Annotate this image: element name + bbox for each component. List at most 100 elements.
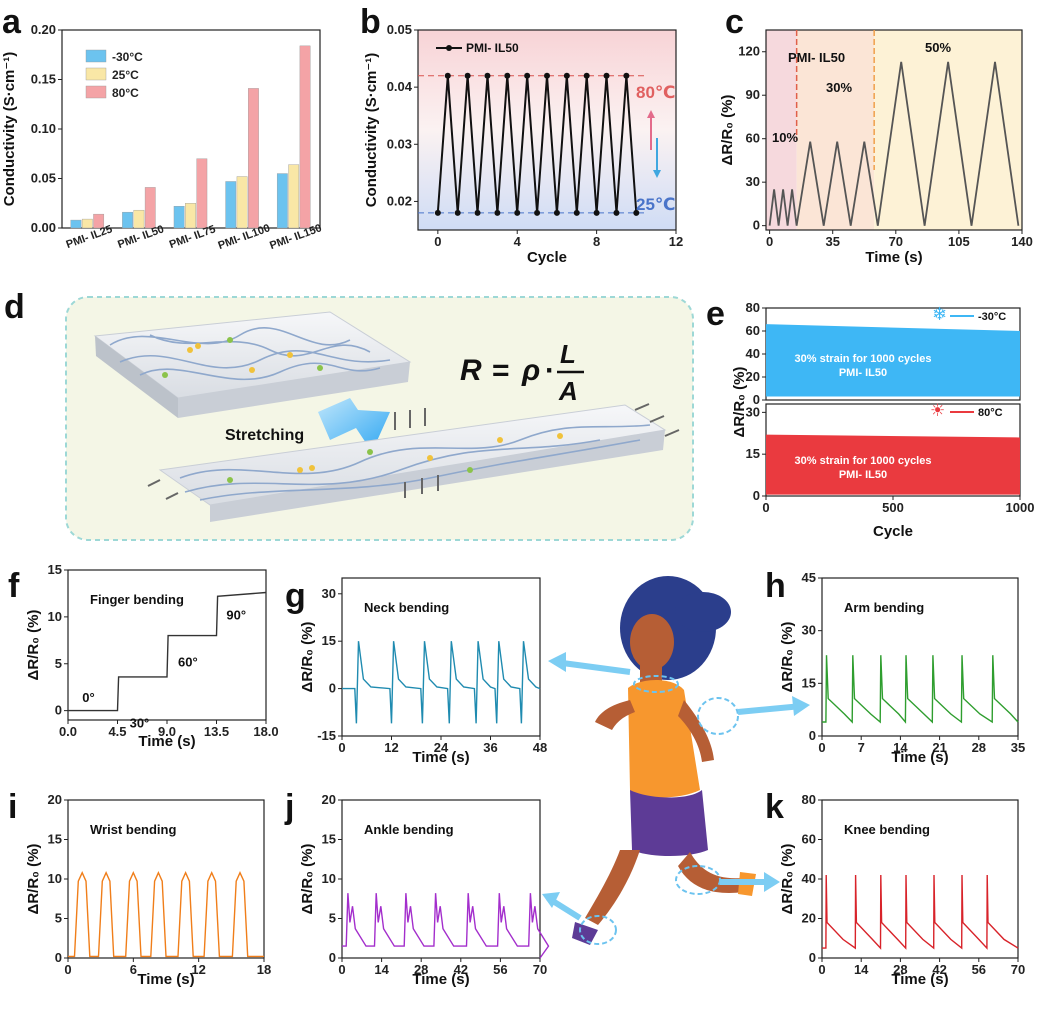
signal-line <box>342 893 550 959</box>
legend-swatch <box>85 85 107 99</box>
stretching-label: Stretching <box>225 427 304 444</box>
plot-background <box>418 30 676 230</box>
x-tick-label: 24 <box>434 740 449 755</box>
x-tick-label: 0 <box>818 962 825 977</box>
y-tick-label: 10 <box>322 871 336 886</box>
x-tick-label: 56 <box>493 962 507 977</box>
cyclic-response-band <box>766 434 1020 495</box>
x-axis-title: Time (s) <box>891 749 948 766</box>
x-tick-label: 0 <box>338 740 345 755</box>
cyclic-response-band <box>766 324 1020 397</box>
strain-region <box>874 30 1022 230</box>
band-text: PMI- IL50 <box>839 469 887 481</box>
panel-g-label: g <box>285 577 306 615</box>
bar--30°C-PMI- IL25 <box>70 219 82 229</box>
x-tick-label: 70 <box>889 234 903 249</box>
panel-i: i 0 5 10 15 20 0 6 12 18 Time (s) ΔR/R₀ (%) Wrist be… <box>8 788 271 988</box>
y-tick-label: -15 <box>317 728 336 743</box>
panel-title: Neck bending <box>364 600 449 615</box>
x-tick-label: 8 <box>593 234 600 249</box>
y-tick-label: 15 <box>746 446 760 461</box>
x-tick-label: 0 <box>762 500 769 515</box>
y-axis-title: ΔR/R₀ (%) <box>719 95 736 166</box>
data-point <box>514 209 521 216</box>
band-text: PMI- IL50 <box>839 367 887 379</box>
x-tick-label: 0 <box>434 234 441 249</box>
y-tick-label: 10 <box>48 609 62 624</box>
x-tick-label: 12 <box>669 234 683 249</box>
x-tick-label: 14 <box>854 962 869 977</box>
x-tick-label: 28 <box>893 962 907 977</box>
x-tick-label: 35 <box>1011 740 1025 755</box>
x-tick-label: 1000 <box>1006 500 1035 515</box>
y-axis-title: ΔR/R₀ (%) <box>25 844 42 915</box>
y-tick-label: 80 <box>746 300 760 315</box>
panel-e-label: e <box>706 295 725 333</box>
region-label: 50% <box>925 40 951 55</box>
x-tick-label: 7 <box>858 740 865 755</box>
x-tick-label: 9.0 <box>158 724 176 739</box>
x-tick-label: 14 <box>374 962 389 977</box>
unstretched-fiber <box>93 311 412 418</box>
legend-label: 80°C <box>978 407 1003 419</box>
y-tick-label: 0.00 <box>31 220 56 235</box>
y-tick-label: 40 <box>802 871 816 886</box>
panel-i-label: i <box>8 788 17 826</box>
x-axis-title: Time (s) <box>865 249 922 266</box>
bar-80°C-PMI- IL150 <box>299 45 311 229</box>
y-tick-label: 0 <box>55 950 62 965</box>
data-point <box>484 72 491 79</box>
bar-25°C-PMI- IL75 <box>185 203 196 229</box>
y-tick-label: 120 <box>738 44 760 59</box>
y-tick-label: 0 <box>753 218 760 233</box>
y-tick-label: 60 <box>746 323 760 338</box>
signal-line <box>68 591 267 712</box>
x-axis-title: Time (s) <box>412 749 469 766</box>
data-point <box>563 72 570 79</box>
x-tick-label: 0 <box>338 962 345 977</box>
data-point <box>613 209 620 216</box>
y-tick-label: 80 <box>802 792 816 807</box>
legend-label: PMI- IL50 <box>466 41 519 55</box>
data-point <box>583 72 590 79</box>
y-tick-label: 90 <box>746 87 760 102</box>
y-tick-label: 5 <box>55 911 62 926</box>
resistance-equation: R = ρ · L A <box>460 339 584 406</box>
plot-frame <box>765 29 1023 231</box>
legend-label: 80°C <box>112 86 139 100</box>
signal-line <box>822 655 1019 724</box>
y-axis-title: ΔR/R₀ (%) <box>25 610 42 681</box>
bar-25°C-PMI- IL100 <box>236 176 248 229</box>
data-point <box>464 72 471 79</box>
y-tick-label: 20 <box>802 911 816 926</box>
equation-equals: = <box>492 354 510 387</box>
equation-rho: ρ <box>521 354 540 387</box>
bar-25°C-PMI- IL50 <box>133 209 145 229</box>
snowflake-icon: ❄ <box>932 304 947 324</box>
y-tick-label: 0.20 <box>31 22 56 37</box>
y-tick-label: 30 <box>802 623 816 638</box>
band-text: 30% strain for 1000 cycles <box>795 353 932 365</box>
y-tick-label: 0.10 <box>31 121 56 136</box>
y-tick-label: 10 <box>48 871 62 886</box>
y-tick-label: 5 <box>55 656 62 671</box>
y-tick-label: 0.05 <box>31 171 56 186</box>
y-tick-label: 0.04 <box>387 79 413 94</box>
y-axis-title: Conductivity (S·cm⁻¹) <box>1 52 18 207</box>
x-tick-label: 28 <box>972 740 986 755</box>
x-tick-label: 70 <box>533 962 547 977</box>
x-tick-label: 56 <box>972 962 986 977</box>
y-axis-title: Conductivity (S·cm⁻¹) <box>363 53 380 208</box>
panel-j: j 0 5 10 15 20 0 14 28 42 56 70 Time (s) ΔR/R₀ (%) Ank… <box>284 788 550 988</box>
data-point <box>603 72 610 79</box>
y-tick-label: 45 <box>802 570 816 585</box>
panel-f-label: f <box>8 567 20 605</box>
signal-line <box>68 870 264 958</box>
x-tick-label: 12 <box>384 740 398 755</box>
panel-title: Ankle bending <box>364 822 454 837</box>
bar-80°C-PMI- IL75 <box>196 158 208 229</box>
panel-title: Knee bending <box>844 822 930 837</box>
data-point <box>444 72 451 79</box>
